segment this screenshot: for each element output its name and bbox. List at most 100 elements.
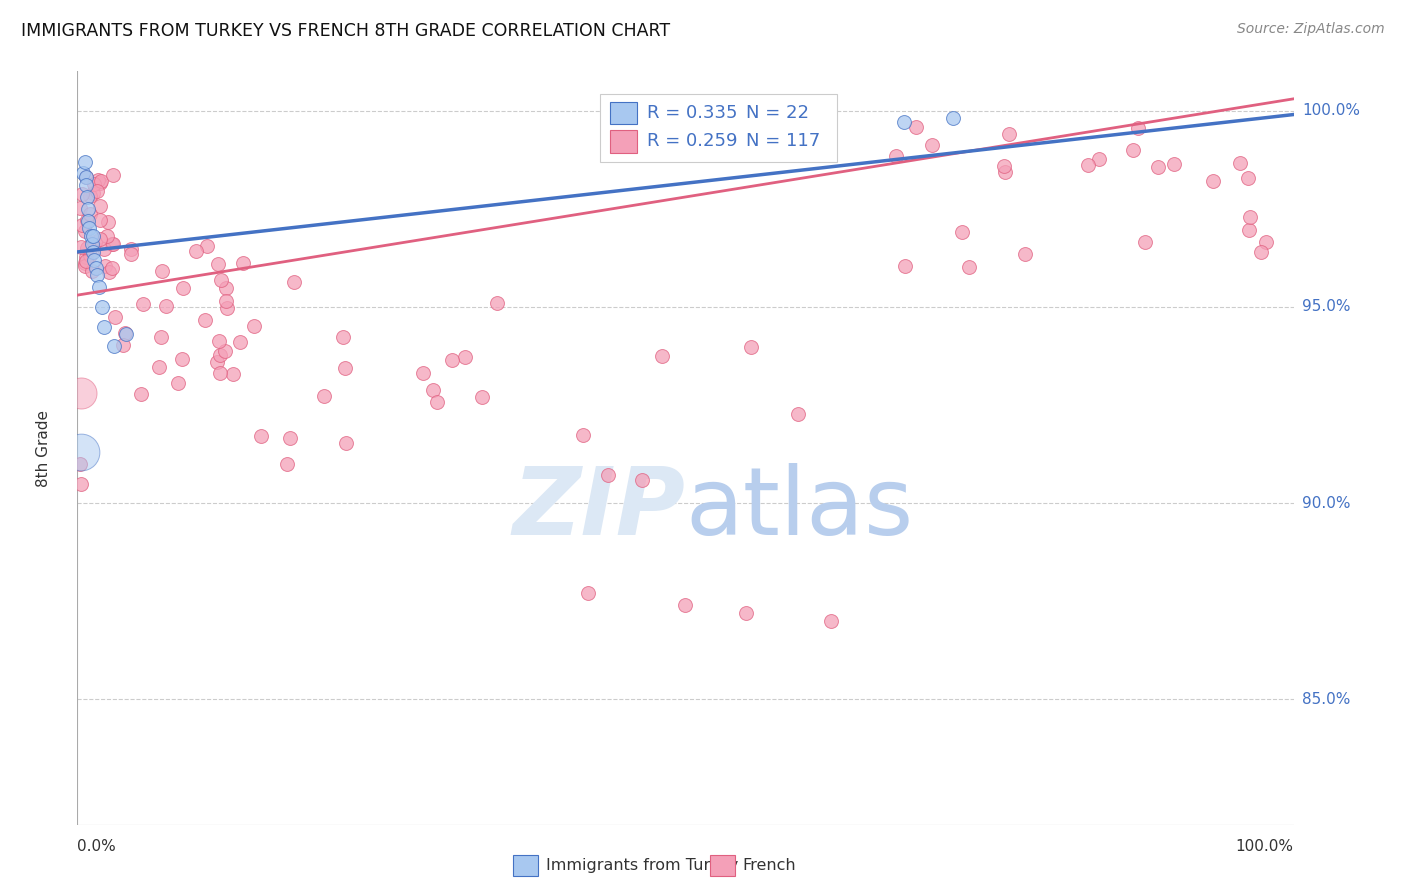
Point [79, 207, 101, 221]
Point [70, 445, 93, 459]
Point [232, 256, 254, 270]
Text: R = 0.259: R = 0.259 [647, 132, 737, 151]
Point [993, 159, 1015, 173]
Point [89, 232, 111, 246]
Point [82, 186, 104, 200]
Point [205, 355, 228, 369]
Point [215, 301, 238, 315]
Point [148, 359, 170, 374]
Point [214, 344, 236, 359]
Point [1237, 223, 1260, 237]
Point [84, 235, 107, 250]
Point [735, 606, 758, 620]
Text: Immigrants from Turkey: Immigrants from Turkey [546, 858, 738, 872]
Point [229, 335, 252, 350]
Point [101, 168, 124, 182]
Point [89, 199, 111, 213]
Point [90, 174, 112, 188]
Point [84, 260, 107, 275]
Point [70, 476, 93, 491]
Point [90, 300, 112, 314]
Point [184, 244, 207, 259]
Point [886, 149, 908, 163]
Point [314, 389, 336, 403]
Point [77, 213, 100, 227]
Point [209, 348, 232, 362]
Point [209, 366, 232, 380]
Text: 85.0%: 85.0% [1302, 692, 1350, 707]
Point [675, 599, 697, 613]
Point [651, 349, 673, 363]
Point [70, 386, 93, 401]
Point [1250, 244, 1272, 259]
Point [101, 236, 124, 251]
Point [1229, 156, 1251, 170]
Point [79, 221, 101, 235]
Point [155, 299, 177, 313]
Point [426, 394, 449, 409]
Bar [600, 94, 838, 161]
Point [904, 120, 927, 134]
Point [1239, 210, 1261, 224]
Point [70, 186, 93, 201]
Point [471, 390, 494, 404]
Point [485, 296, 508, 310]
Point [79, 189, 101, 203]
Point [1202, 174, 1225, 188]
Point [454, 350, 477, 364]
Point [69, 201, 91, 215]
Text: 8th Grade: 8th Grade [35, 409, 51, 487]
Text: ZIP: ZIP [513, 463, 686, 555]
Point [112, 338, 135, 352]
Point [86, 268, 108, 283]
Point [957, 260, 980, 274]
Point [75, 223, 97, 237]
Text: N = 22: N = 22 [747, 103, 810, 122]
Point [208, 334, 231, 349]
Point [75, 169, 97, 184]
Point [82, 229, 104, 244]
Point [333, 360, 356, 375]
Point [740, 340, 762, 354]
Point [209, 273, 232, 287]
Point [222, 367, 245, 381]
Point [70, 218, 93, 232]
Point [921, 138, 943, 153]
Point [195, 239, 218, 253]
Point [215, 294, 238, 309]
Point [77, 202, 100, 216]
Point [69, 457, 91, 471]
Point [120, 242, 142, 256]
Point [1128, 121, 1150, 136]
Text: 90.0%: 90.0% [1302, 496, 1350, 511]
Point [132, 296, 155, 310]
Point [101, 237, 124, 252]
Point [167, 376, 190, 390]
Point [276, 457, 298, 471]
Text: 0.0%: 0.0% [77, 838, 117, 854]
Point [1147, 160, 1170, 174]
Point [75, 250, 97, 264]
Point [120, 247, 142, 261]
Point [1254, 235, 1277, 250]
Point [422, 383, 444, 397]
Point [207, 257, 229, 271]
Text: French: French [742, 858, 796, 872]
Point [72, 166, 94, 180]
Text: R = 0.335: R = 0.335 [647, 103, 737, 122]
Point [89, 280, 111, 294]
Point [894, 259, 917, 273]
Point [114, 326, 136, 340]
Point [97, 215, 120, 229]
Point [75, 170, 97, 185]
Point [942, 112, 965, 126]
Point [170, 352, 193, 367]
Point [950, 226, 973, 240]
Point [79, 248, 101, 262]
Point [80, 237, 103, 252]
Point [412, 366, 434, 380]
Point [82, 264, 104, 278]
Point [129, 386, 152, 401]
Point [332, 330, 354, 344]
Point [1077, 158, 1099, 172]
